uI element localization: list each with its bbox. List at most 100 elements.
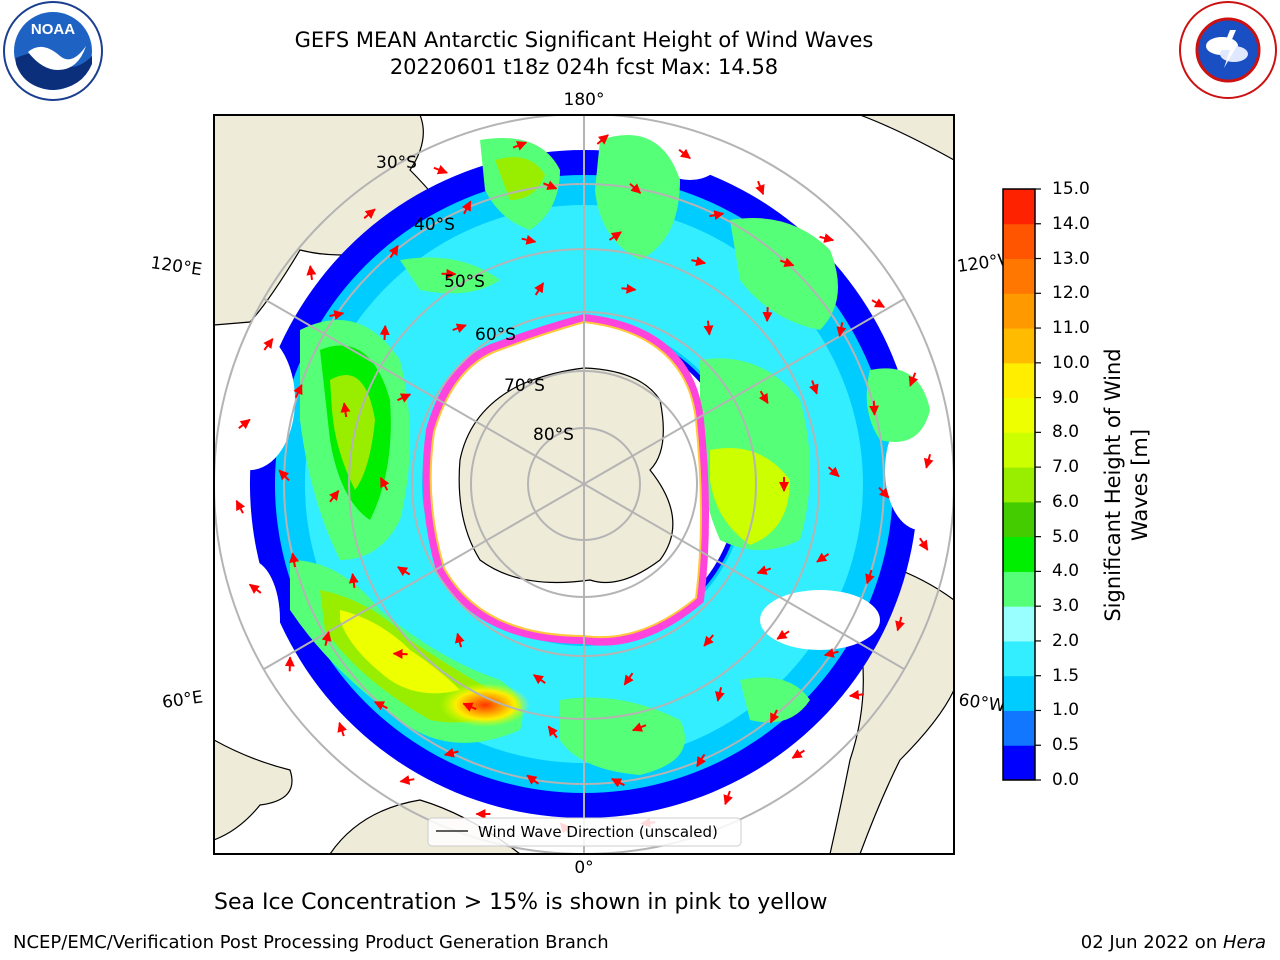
colorbar-tick-label: 15.0 [1052, 179, 1090, 199]
wave-direction-arrow [278, 469, 290, 482]
credit-date-text: 02 Jun 2022 on [1080, 932, 1223, 953]
colorbar-swatch [1003, 293, 1035, 329]
colorbar-tick-label: 10.0 [1052, 352, 1090, 373]
wave-direction-arrow [329, 310, 345, 320]
wave-direction-arrow [397, 393, 412, 403]
wave-direction-arrow [306, 265, 317, 281]
wave-direction-arrow [691, 256, 707, 267]
wave-direction-arrow [263, 337, 274, 351]
colorbar-swatch [1003, 467, 1035, 503]
wave-direction-arrow [703, 320, 714, 336]
colorbar-label: Significant Height of Wind Waves [m] [1101, 348, 1152, 622]
wave-direction-arrow [871, 298, 886, 308]
colorbar-tick-label: 5.0 [1052, 526, 1080, 547]
colorbar-swatch [1003, 710, 1035, 746]
colorbar-tick-label: 0.0 [1052, 770, 1080, 790]
colorbar-swatch [1003, 328, 1035, 364]
sea-ice-edge [422, 313, 709, 646]
chart-subtitle: 20220601 t18z 024h fcst Max: 14.58 [389, 55, 779, 79]
colorbar-tick-label: 13.0 [1052, 248, 1090, 269]
colorbar-tick-label: 1.0 [1052, 700, 1080, 721]
colorbar-swatch [1003, 397, 1035, 433]
lon-label-120e: 120°E [149, 253, 203, 280]
wave-direction-arrow [762, 307, 773, 323]
lon-label-60w: 60°W [957, 690, 1006, 716]
lat-label-80s: 80°S [533, 425, 574, 445]
wave-direction-arrow [923, 454, 934, 469]
wave-direction-arrow [340, 402, 351, 418]
lon-label-60e: 60°E [161, 687, 204, 712]
wave-direction-arrow [543, 180, 558, 190]
wave-direction-arrow [293, 383, 303, 399]
lat-label-50s: 50°S [444, 272, 485, 292]
colorbar-tick-label: 2.0 [1052, 630, 1080, 651]
wave-direction-arrow [621, 283, 637, 294]
colorbar-tick-label: 14.0 [1052, 213, 1090, 234]
wind-wave-arrows [235, 134, 934, 835]
wave-direction-arrow [629, 182, 642, 194]
lat-label-30s: 30°S [376, 153, 417, 173]
colorbar-swatch [1003, 189, 1035, 225]
noaa-logo: NOAA [3, 1, 103, 101]
credit-date: 02 Jun 2022 on Hera [1081, 932, 1266, 953]
wave-direction-arrow [462, 702, 477, 712]
colorbar-swatch [1003, 745, 1035, 781]
wave-direction-arrow [755, 180, 765, 196]
colorbar-ticks [1035, 188, 1041, 781]
wave-direction-arrow [819, 233, 835, 243]
colorbar-swatch [1003, 501, 1035, 538]
colorbar-tick-label: 0.5 [1052, 735, 1080, 756]
colorbar-swatch [1003, 258, 1035, 294]
colorbar-swatch [1003, 536, 1035, 572]
wave-direction-arrow [715, 687, 725, 702]
wave-direction-arrow [452, 323, 467, 334]
wave-direction-arrow [816, 552, 830, 563]
wave-direction-arrow [776, 629, 790, 640]
graticule [214, 115, 954, 854]
wave-direction-arrow [337, 721, 347, 737]
wave-direction-arrow [443, 747, 459, 758]
colorbar-tick-label: 7.0 [1052, 457, 1080, 478]
wave-direction-arrow [461, 200, 472, 215]
wave-direction-arrow [756, 565, 772, 575]
wave-direction-arrow [836, 322, 847, 337]
sea-ice-note: Sea Ice Concentration > 15% is shown in … [214, 890, 828, 915]
colorbar-tick-label: 11.0 [1052, 318, 1090, 339]
colorbar-tick-label: 1.5 [1052, 665, 1080, 686]
wave-direction-arrow [623, 672, 634, 686]
wave-direction-arrow [512, 141, 528, 151]
wave-direction-arrow [379, 476, 390, 491]
wave-direction-arrow [758, 390, 769, 405]
wave-direction-arrow [379, 324, 390, 340]
colorbar-tick-label: 8.0 [1052, 422, 1080, 443]
wave-direction-arrow [865, 569, 875, 585]
wave-direction-arrow [631, 722, 647, 732]
colorbar-tick-label: 9.0 [1052, 387, 1080, 408]
legend-label: Wind Wave Direction (unscaled) [478, 823, 718, 841]
wave-direction-arrow [289, 552, 300, 568]
wave-direction-arrow [827, 466, 840, 478]
wave-direction-arrow [895, 616, 905, 632]
colorbar-swatch [1003, 571, 1035, 607]
map-frame [213, 114, 955, 855]
colorbar-swatch [1003, 606, 1035, 642]
credit-branch: NCEP/EMC/Verification Post Processing Pr… [13, 932, 609, 953]
wave-direction-arrow [779, 257, 795, 268]
colorbar-swatch [1003, 223, 1035, 260]
colorbar-swatch [1003, 362, 1035, 399]
wave-direction-arrow [238, 418, 251, 430]
colorbar-swatch [1003, 675, 1035, 711]
wave-direction-arrow [848, 689, 865, 700]
wave-direction-arrow [547, 725, 558, 739]
wave-direction-arrow [373, 701, 388, 711]
lon-label-0: 0° [574, 858, 593, 878]
svg-text:NOAA: NOAA [31, 21, 75, 38]
wave-direction-arrow [321, 631, 332, 646]
wave-direction-arrow [235, 499, 246, 514]
wave-direction-arrow [709, 210, 725, 221]
wave-direction-arrow [397, 566, 411, 577]
wave-direction-arrow [791, 748, 805, 759]
wave-direction-arrow [433, 164, 448, 175]
lat-label-60s: 60°S [475, 325, 516, 345]
